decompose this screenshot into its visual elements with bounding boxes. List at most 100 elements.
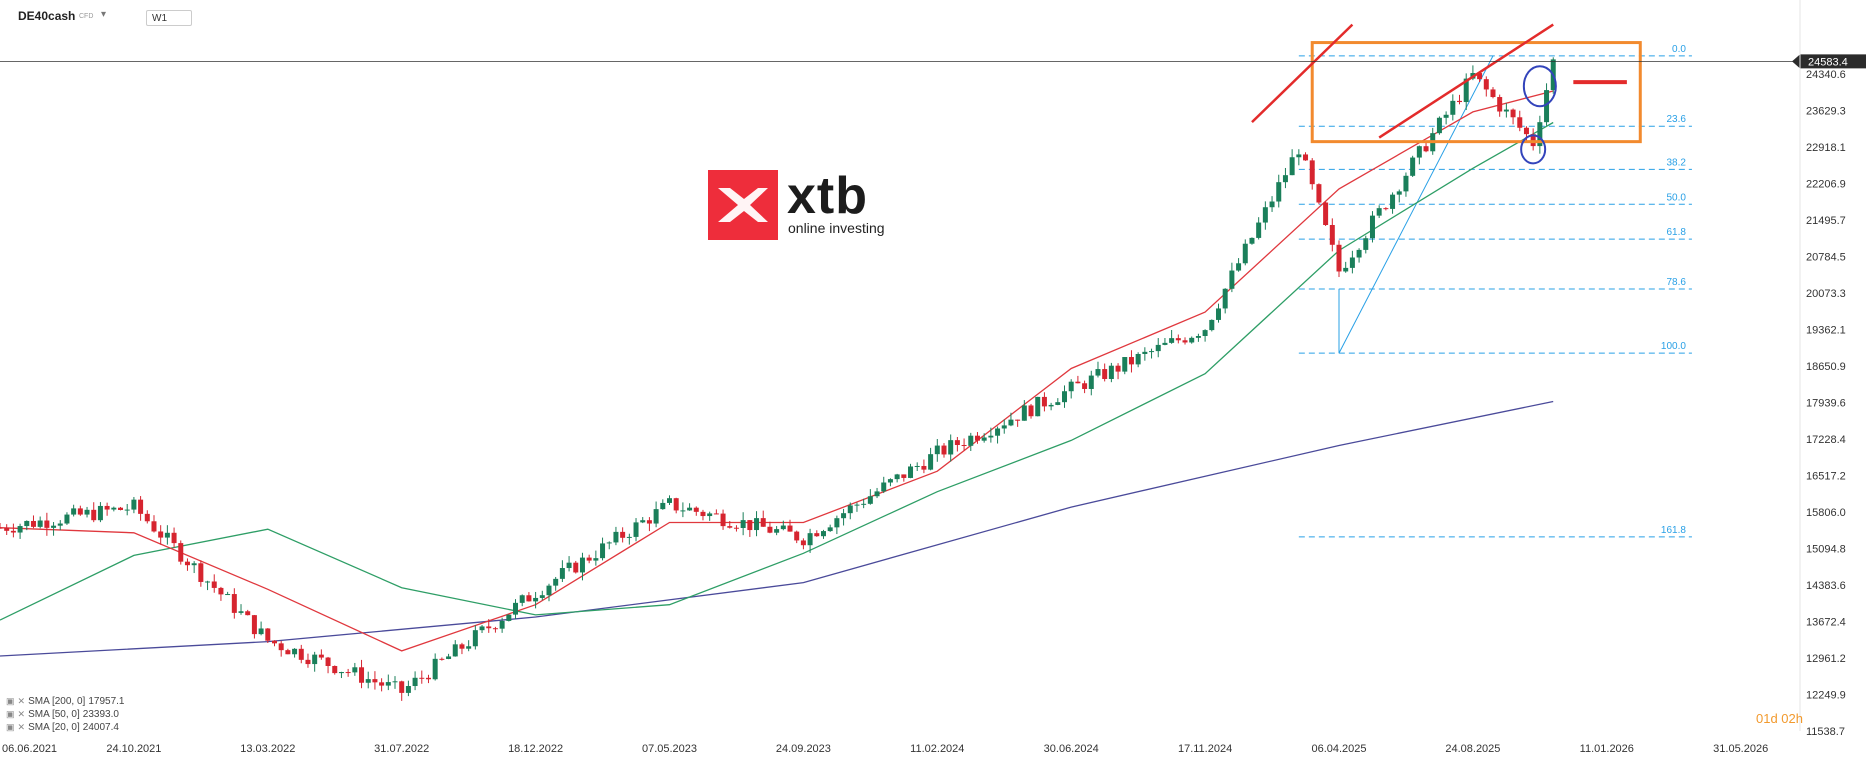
candle-body bbox=[258, 628, 264, 635]
fib-level-label: 100.0 bbox=[1661, 341, 1686, 352]
candle-body bbox=[566, 562, 572, 569]
candle-body bbox=[405, 686, 411, 693]
candle-body bbox=[365, 679, 371, 683]
candle-body bbox=[44, 520, 50, 528]
candle-body bbox=[211, 581, 217, 588]
candle-body bbox=[1242, 243, 1248, 264]
candle-body bbox=[1189, 337, 1195, 343]
candle-body bbox=[533, 597, 539, 602]
close-icon[interactable]: ✕ bbox=[17, 722, 26, 732]
candle-body bbox=[292, 648, 298, 655]
xtb-logo: xtb online investing bbox=[708, 167, 908, 240]
candle-body bbox=[620, 531, 626, 538]
candle-body bbox=[727, 526, 733, 528]
price-tick-label: 14383.6 bbox=[1806, 580, 1846, 592]
candle-body bbox=[218, 587, 224, 595]
candle-body bbox=[486, 626, 492, 629]
candle-body bbox=[847, 505, 853, 514]
indicator-label: SMA [200, 0] bbox=[28, 696, 86, 707]
candle-body bbox=[506, 614, 512, 621]
logo-wordmark: xtb bbox=[787, 167, 868, 225]
candle-body bbox=[1021, 405, 1027, 421]
candle-body bbox=[1249, 237, 1255, 244]
candle-body bbox=[1483, 79, 1489, 90]
candle-body bbox=[1088, 375, 1094, 389]
candle-body bbox=[1048, 404, 1054, 407]
fib-level-label: 0.0 bbox=[1672, 44, 1686, 55]
candle-body bbox=[1336, 244, 1342, 272]
consolidation-box bbox=[1310, 41, 1642, 144]
candle-body bbox=[559, 568, 565, 579]
candle-body bbox=[499, 620, 505, 629]
candle-body bbox=[1062, 391, 1068, 403]
candle-body bbox=[184, 561, 190, 566]
price-tick-label: 17228.4 bbox=[1806, 434, 1846, 446]
candle-body bbox=[1544, 90, 1550, 123]
candle-body bbox=[747, 520, 753, 531]
candle-body bbox=[10, 530, 16, 533]
candle-body bbox=[1323, 202, 1329, 226]
candle-body bbox=[988, 435, 994, 438]
channel-line-right bbox=[1378, 23, 1554, 139]
candle-body bbox=[399, 681, 405, 693]
candle-body bbox=[118, 507, 124, 510]
price-tick-label: 11538.7 bbox=[1806, 726, 1845, 738]
candle-body bbox=[1523, 127, 1529, 135]
candle-body bbox=[158, 531, 164, 538]
candle-body bbox=[1376, 208, 1382, 216]
eye-icon[interactable]: ▣ bbox=[6, 709, 15, 719]
price-tick-label: 20073.3 bbox=[1806, 288, 1846, 300]
candle-body bbox=[807, 533, 813, 546]
candle-body bbox=[64, 514, 70, 524]
candle-body bbox=[948, 440, 954, 455]
indicator-value: 23393.0 bbox=[82, 709, 119, 720]
candle-body bbox=[827, 527, 833, 532]
candle-body bbox=[466, 646, 472, 649]
candle-body bbox=[425, 677, 431, 680]
candle-body bbox=[921, 465, 927, 470]
fib-level-label: 38.2 bbox=[1666, 157, 1686, 168]
indicator-sma-50[interactable]: ▣ ✕ SMA [50, 0] 23393.0 bbox=[6, 709, 119, 720]
candle-body bbox=[1356, 249, 1362, 258]
time-tick-label: 31.07.2022 bbox=[374, 743, 429, 755]
time-tick-label: 07.05.2023 bbox=[642, 743, 697, 755]
candle-body bbox=[593, 558, 599, 561]
chevron-down-icon[interactable]: ▾ bbox=[101, 9, 107, 20]
candle-body bbox=[894, 474, 900, 480]
candle-body bbox=[680, 510, 686, 512]
candle-body bbox=[231, 594, 237, 613]
close-icon[interactable]: ✕ bbox=[17, 696, 26, 706]
candle-body bbox=[205, 581, 211, 583]
candle-body bbox=[626, 536, 632, 538]
close-icon[interactable]: ✕ bbox=[17, 709, 26, 719]
candle-body bbox=[1075, 381, 1081, 384]
candle-body bbox=[995, 428, 1001, 436]
candle-body bbox=[1215, 308, 1221, 320]
candle-body bbox=[1390, 194, 1396, 209]
candle-body bbox=[312, 654, 318, 665]
candle-body bbox=[767, 526, 773, 533]
channel-line-left bbox=[1251, 23, 1354, 124]
price-tick-label: 18650.9 bbox=[1806, 361, 1846, 373]
candle-body bbox=[432, 658, 438, 680]
candle-body bbox=[1008, 419, 1014, 426]
indicator-sma-20[interactable]: ▣ ✕ SMA [20, 0] 24007.4 bbox=[6, 722, 119, 733]
candle-body bbox=[633, 522, 639, 537]
eye-icon[interactable]: ▣ bbox=[6, 722, 15, 732]
candle-body bbox=[687, 507, 693, 511]
symbol-name[interactable]: DE40cash bbox=[18, 9, 76, 23]
candle-body bbox=[1202, 330, 1208, 337]
candle-body bbox=[1142, 351, 1148, 354]
candle-body bbox=[1410, 157, 1416, 176]
candle-body bbox=[459, 644, 465, 649]
indicator-sma-200[interactable]: ▣ ✕ SMA [200, 0] 17957.1 bbox=[6, 696, 124, 707]
sma-line bbox=[0, 90, 1554, 652]
candle-body bbox=[0, 527, 3, 529]
candle-body bbox=[1155, 344, 1161, 352]
eye-icon[interactable]: ▣ bbox=[6, 696, 15, 706]
candle-body bbox=[841, 513, 847, 519]
interval-select[interactable]: W1 bbox=[146, 10, 192, 26]
candle-body bbox=[338, 672, 344, 674]
